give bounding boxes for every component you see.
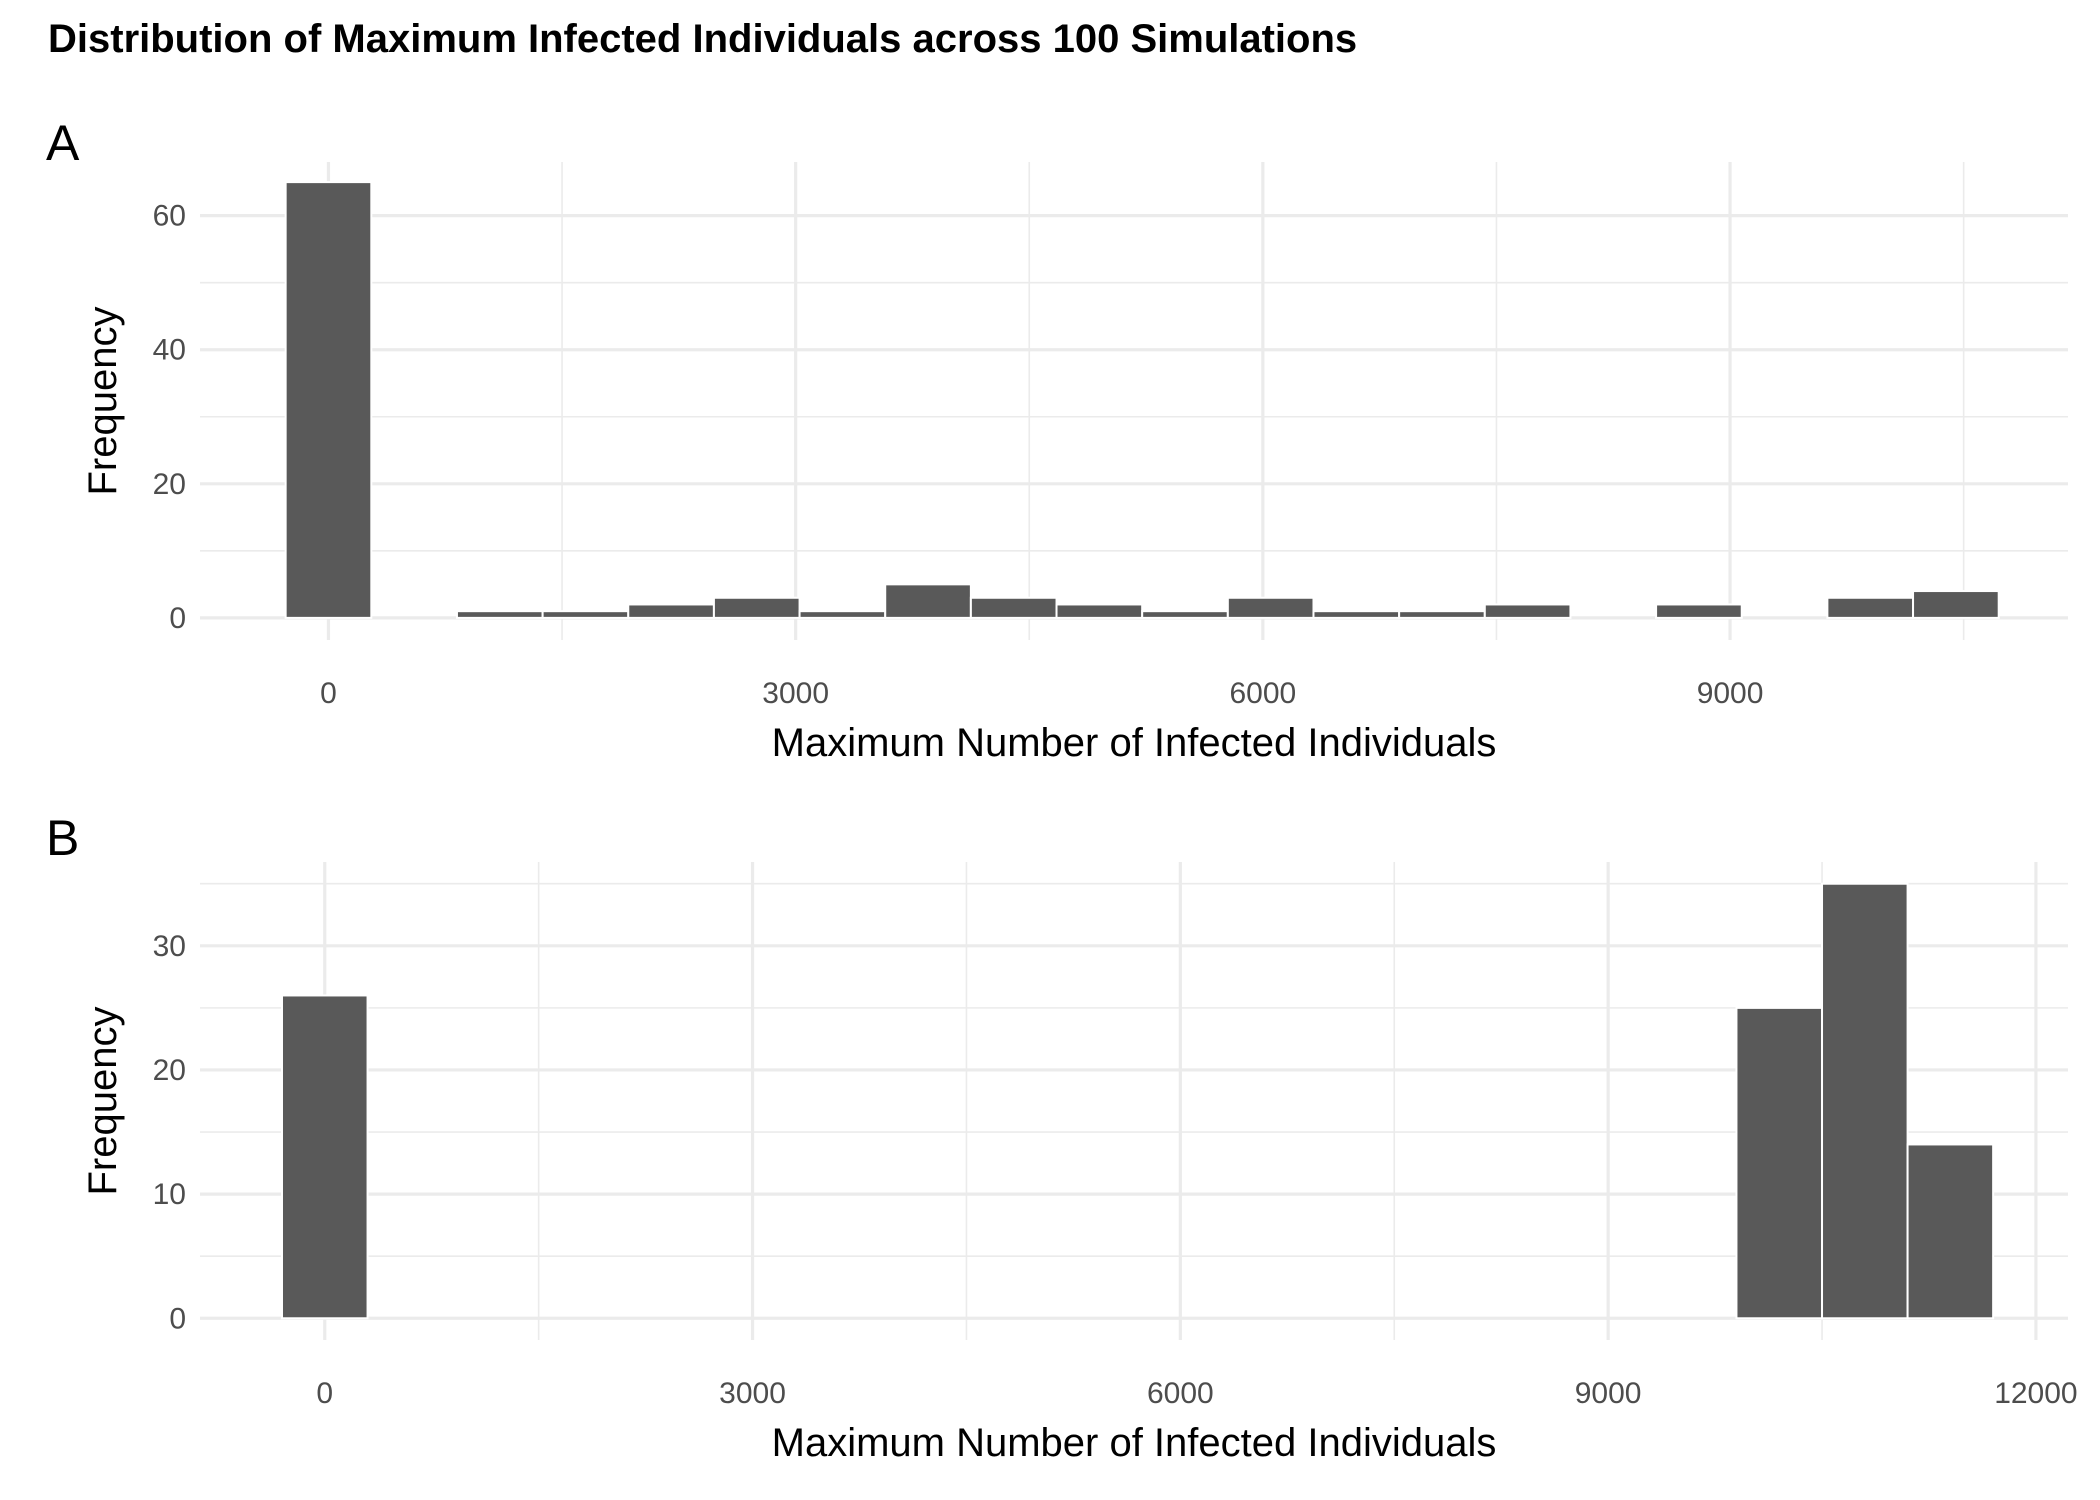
histogram-bar: [455, 610, 544, 619]
x-tick-label: 6000: [1147, 1377, 1214, 1410]
histogram-bar: [884, 583, 972, 619]
histogram-bar: [969, 596, 1058, 619]
histogram-bar: [1226, 596, 1315, 619]
histogram-bar: [1055, 603, 1144, 619]
panel-b: 0 3000 6000 9000 12000 0 10 20 30 B Maximum Number…: [46, 810, 2078, 1465]
y-tick-label: 40: [153, 334, 186, 367]
histogram-bar: [541, 610, 630, 619]
figure-title: Distribution of Maximum Infected Individ…: [48, 17, 1357, 61]
x-tick-label: 9000: [1575, 1377, 1642, 1410]
panel-tag: A: [46, 115, 80, 171]
histogram-bar: [1312, 610, 1401, 619]
y-tick-label: 30: [153, 930, 186, 963]
y-tick-label: 20: [153, 1054, 186, 1087]
histogram-bar: [1906, 1143, 1995, 1320]
histogram-bar: [1912, 590, 2000, 619]
histogram-bar: [1483, 603, 1572, 619]
x-tick-label: 3000: [719, 1377, 786, 1410]
histogram-bar: [280, 994, 369, 1320]
histogram-bar: [798, 610, 887, 619]
y-axis-label: Frequency: [81, 307, 125, 496]
y-tick-label: 0: [169, 602, 186, 635]
x-tick-label: 6000: [1229, 677, 1296, 710]
panel-a: 0 3000 6000 9000 0 20 40 60 A Maximum Number of I…: [46, 115, 2068, 765]
x-tick-label: 0: [320, 677, 337, 710]
x-axis-label: Maximum Number of Infected Individuals: [772, 721, 1497, 765]
histogram-bar: [1655, 603, 1743, 619]
y-tick-label: 60: [153, 200, 186, 233]
x-tick-label: 9000: [1697, 677, 1764, 710]
histogram-bar: [1826, 596, 1915, 619]
y-tick-label: 10: [153, 1178, 186, 1211]
histogram-bar: [1821, 882, 1909, 1320]
histogram-bar: [1398, 610, 1486, 619]
x-axis-label: Maximum Number of Infected Individuals: [772, 1421, 1497, 1465]
x-tick-label: 12000: [1994, 1377, 2077, 1410]
x-tick-label: 3000: [762, 677, 829, 710]
y-axis-label: Frequency: [81, 1007, 125, 1196]
histogram-bar: [627, 603, 715, 619]
y-tick-label: 20: [153, 468, 186, 501]
histogram-bar: [1735, 1006, 1824, 1320]
y-tick-label: 0: [169, 1302, 186, 1335]
histogram-bar: [284, 181, 373, 619]
histogram-bar: [712, 596, 801, 619]
x-tick-label: 0: [316, 1377, 333, 1410]
histogram-bar: [1141, 610, 1229, 619]
panel-tag: B: [46, 810, 79, 866]
